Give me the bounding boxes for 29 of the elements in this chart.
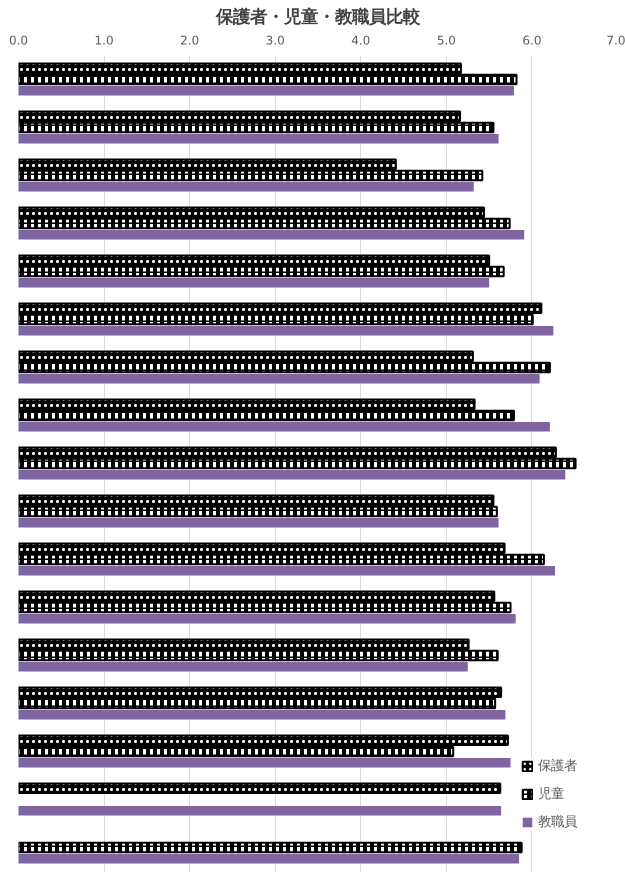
bar <box>18 134 499 144</box>
bar <box>18 806 502 816</box>
bar <box>18 86 514 96</box>
bar <box>18 230 524 240</box>
legend-label: 児童 <box>538 786 564 803</box>
x-tick-label: 2.0 <box>180 34 200 48</box>
bar <box>18 662 468 672</box>
bar <box>18 518 499 528</box>
x-tick-label: 0.0 <box>8 34 28 48</box>
bar <box>18 710 506 720</box>
x-tick-label: 1.0 <box>94 34 114 48</box>
x-tick-label: 4.0 <box>351 34 370 48</box>
legend-label: 教職員 <box>538 814 577 831</box>
bar <box>18 374 540 384</box>
bar <box>18 758 511 768</box>
bar <box>18 422 550 432</box>
bar <box>18 278 490 288</box>
bar <box>18 326 554 336</box>
x-tick-label: 6.0 <box>522 34 542 48</box>
bar <box>18 470 566 480</box>
x-tick-label: 7.0 <box>606 34 625 48</box>
x-tick-label: 5.0 <box>436 34 456 48</box>
bar <box>18 182 474 192</box>
bar <box>18 614 516 624</box>
bar <box>18 566 556 576</box>
x-tick-label: 3.0 <box>266 34 285 48</box>
legend-label: 保護者 <box>538 758 577 775</box>
chart-title: 保護者・児童・教職員比較 <box>215 8 421 28</box>
bar <box>18 854 520 864</box>
